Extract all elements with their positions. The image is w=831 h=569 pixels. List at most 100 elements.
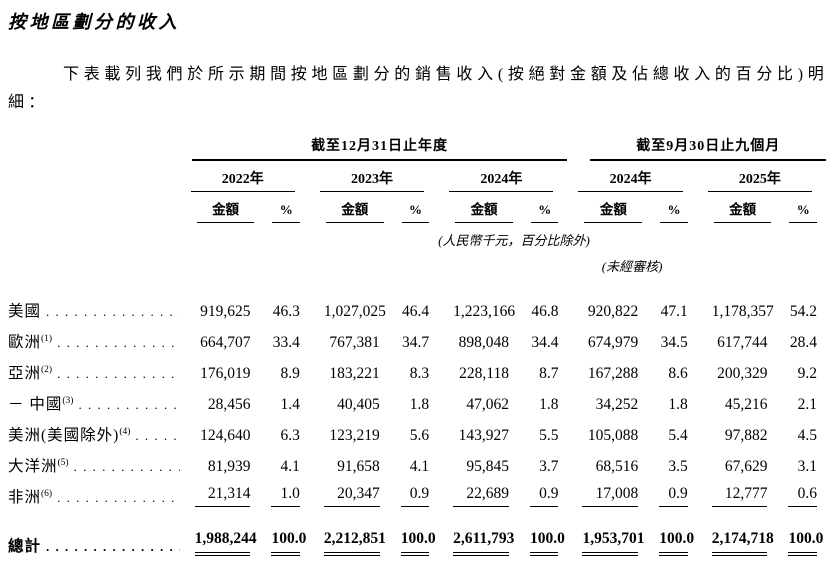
region-footnote-ref: (3) <box>62 395 74 406</box>
year-header-row: 2022年 2023年 2024年 2024年 2025年 <box>8 161 826 193</box>
percent-cell: 0.9 <box>519 476 568 508</box>
percent-cell: 1.4 <box>280 396 300 414</box>
percent-cell: 100.0 <box>390 507 438 557</box>
dot-leader <box>52 335 180 352</box>
percent-cell: 4.1 <box>409 458 430 476</box>
percent-cell: 4.1 <box>280 458 300 476</box>
percent-cell: 0.9 <box>648 476 696 508</box>
percent-cell: 46.3 <box>272 303 300 321</box>
region-label-cell: 亞洲(2) <box>8 352 180 383</box>
table-row: 亞洲(2) 176,019 8.9 183,221 8.3 228,118 8.7 167,2… <box>8 352 826 383</box>
amount-cell: 95,845 <box>466 458 509 476</box>
amount-cell: 767,381 <box>329 334 380 352</box>
table-row: － 中國(3) 28,456 1.4 40,405 1.8 47,062 1.8 34,252… <box>8 383 826 414</box>
region-footnote-ref: (2) <box>41 364 53 375</box>
amount-cell: 2,174,718 <box>697 507 778 557</box>
amount-cell: 47,062 <box>466 396 509 414</box>
region-name: 歐洲 <box>8 334 42 352</box>
amount-cell: 17,008 <box>567 476 648 508</box>
amount-cell: 1,027,025 <box>323 303 386 321</box>
intro-paragraph: 下表載列我們於所示期間按地區劃分的銷售收入(按絕對金額及佔總收入的百分比)明細： <box>8 66 828 111</box>
table-row: 美洲(美國除外)(4) 124,640 6.3 123,219 5.6 143,927 5.… <box>8 414 826 445</box>
dot-leader <box>52 490 180 507</box>
percent-cell: 33.4 <box>272 334 300 352</box>
percent-cell: 5.4 <box>668 427 688 445</box>
amount-cell: 21,314 <box>180 476 261 508</box>
region-label-cell: 美國 <box>8 275 180 321</box>
table-row: 大洋洲(5) 81,939 4.1 91,658 4.1 95,845 3.7 68,516 3… <box>8 445 826 476</box>
revenue-by-region-table: 截至12月31日止年度 截至9月30日止九個月 2022年 2023年 2024… <box>8 135 826 557</box>
dot-leader <box>41 539 180 556</box>
amount-column-header: 金額 <box>196 192 255 224</box>
percent-cell: 100.0 <box>519 507 568 557</box>
percent-cell: 5.5 <box>539 427 559 445</box>
region-label-cell: 歐洲(1) <box>8 321 180 352</box>
amount-cell: 123,219 <box>329 427 380 445</box>
group-header-annual: 截至12月31日止年度 <box>191 135 568 162</box>
dot-leader <box>52 366 180 383</box>
amount-cell: 1,223,166 <box>453 303 516 321</box>
dot-leader <box>41 304 180 321</box>
region-name: － 中國 <box>8 396 63 414</box>
amount-cell: 143,927 <box>458 427 509 445</box>
dot-leader <box>73 397 179 414</box>
region-name: 非洲 <box>8 489 42 507</box>
amount-cell: 97,882 <box>724 427 768 445</box>
amount-cell: 124,640 <box>200 427 251 445</box>
region-name: 亞洲 <box>8 365 42 383</box>
percent-cell: 1.8 <box>539 396 559 414</box>
percent-cell: 5.6 <box>409 427 430 445</box>
amount-cell: 1,178,357 <box>711 303 774 321</box>
percent-cell: 100.0 <box>260 507 308 557</box>
percent-cell: 100.0 <box>648 507 696 557</box>
amount-cell: 81,939 <box>207 458 251 476</box>
percent-cell: 1.8 <box>409 396 430 414</box>
dot-leader <box>130 428 179 445</box>
region-label-cell: 非洲(6) <box>8 476 180 507</box>
amount-cell: 200,329 <box>717 365 768 383</box>
percent-column-header: % <box>530 196 559 224</box>
unaudited-note: (未經審核) <box>601 259 663 275</box>
percent-column-header: % <box>660 196 688 224</box>
region-label: 歐洲(1) <box>8 330 52 352</box>
total-row: 總計1,988,244100.02,212,851100.02,611,7931… <box>8 507 826 557</box>
percent-cell: 0.9 <box>390 476 438 508</box>
percent-column-header: % <box>789 196 817 224</box>
percent-cell: 3.7 <box>539 458 559 476</box>
region-label: 亞洲(2) <box>8 361 52 383</box>
year-header-2022: 2022年 <box>190 161 295 193</box>
percent-cell: 46.4 <box>402 303 430 321</box>
table-body: 美國 919,625 46.3 1,027,025 46.4 1,223,166 46.8 9… <box>8 275 826 557</box>
total-label: 總計 <box>8 534 41 556</box>
amount-column-header: 金額 <box>713 192 772 224</box>
amount-cell: 105,088 <box>587 427 639 445</box>
amount-cell: 34,252 <box>595 396 639 414</box>
region-footnote-ref: (4) <box>119 426 131 437</box>
percent-column-header: % <box>272 196 300 224</box>
amount-cell: 28,456 <box>207 396 251 414</box>
percent-cell: 3.5 <box>668 458 688 476</box>
percent-cell: 8.7 <box>539 365 559 383</box>
amount-cell: 67,629 <box>724 458 768 476</box>
region-name: 總計 <box>8 538 42 556</box>
percent-cell: 6.3 <box>280 427 300 445</box>
amount-cell: 920,822 <box>587 303 639 321</box>
amount-cell: 1,953,701 <box>567 507 648 557</box>
region-label: 美洲(美國除外)(4) <box>8 423 130 445</box>
page-title: 按地區劃分的收入 <box>8 12 180 32</box>
region-label-cell: 美洲(美國除外)(4) <box>8 414 180 445</box>
group-header-row: 截至12月31日止年度 截至9月30日止九個月 <box>8 135 826 162</box>
total-label-cell: 總計 <box>8 507 180 556</box>
currency-note: (人民幣千元，百分比除外) <box>438 233 590 249</box>
region-name: 美國 <box>8 303 42 321</box>
amount-cell: 664,707 <box>200 334 251 352</box>
dot-leader <box>69 459 180 476</box>
percent-cell: 4.5 <box>797 427 817 445</box>
percent-cell: 34.4 <box>531 334 559 352</box>
amount-cell: 176,019 <box>200 365 251 383</box>
amount-column-header: 金額 <box>455 192 513 224</box>
currency-note-row: (人民幣千元，百分比除外) <box>8 223 826 249</box>
amount-cell: 22,689 <box>438 476 519 508</box>
percent-cell: 100.0 <box>777 507 826 557</box>
amount-cell: 12,777 <box>697 476 778 508</box>
